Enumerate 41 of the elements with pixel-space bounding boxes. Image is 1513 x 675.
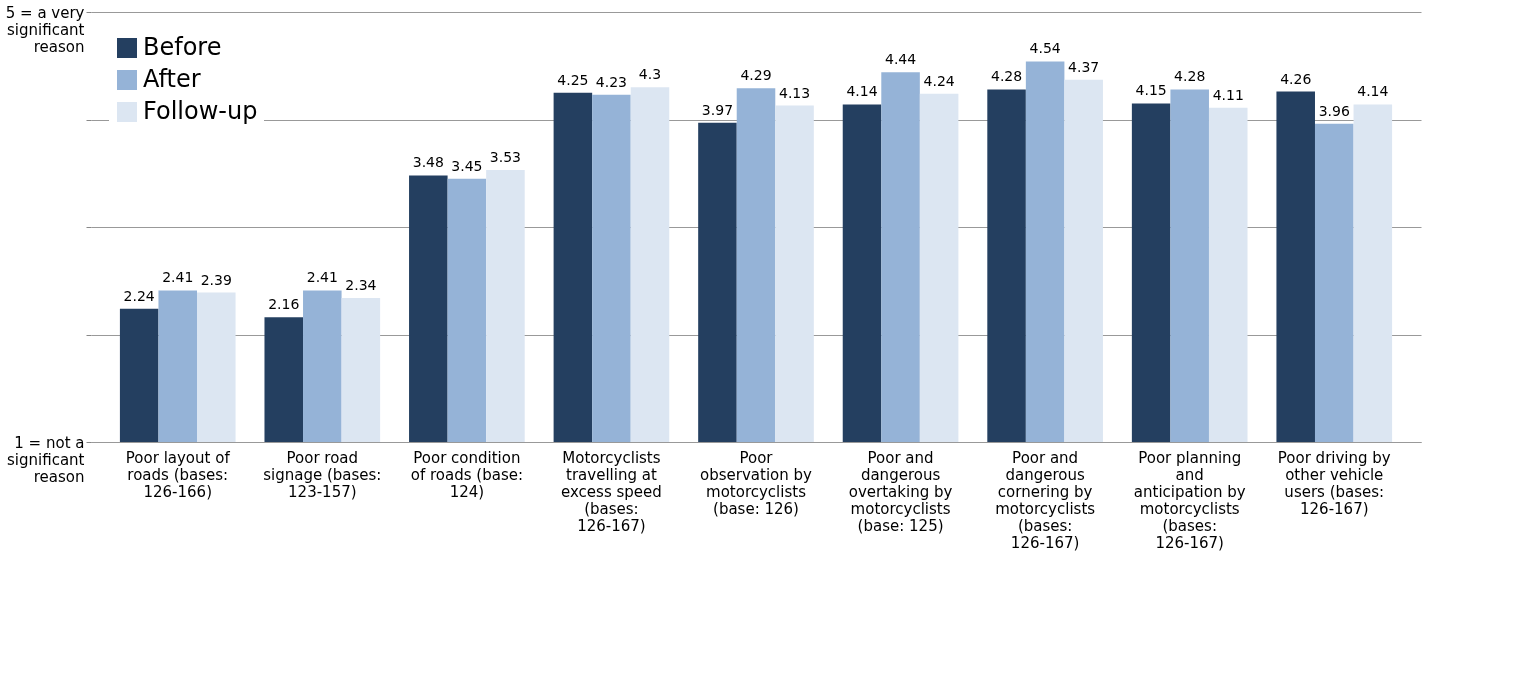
legend-label: After [143, 65, 201, 93]
data-label: 4.15 [1135, 82, 1167, 99]
data-label: 4.14 [1357, 83, 1389, 100]
data-label: 3.53 [489, 149, 522, 166]
data-label: 4.54 [1029, 40, 1061, 57]
x-tick-label: Motorcyclists travelling at excess speed (bases: 126-167) [561, 448, 662, 535]
data-label: 4.37 [1068, 58, 1100, 75]
x-tick-label: Poor planning and anticipation by motorcyclists (bases: 126-167) [1133, 448, 1246, 552]
legend-label: Follow-up [143, 97, 258, 125]
x-tick-label: Poor and dangerous cornering by motorcyclists (bases: 126-167) [995, 448, 1096, 552]
data-label: 3.45 [451, 157, 483, 174]
data-label: 4.11 [1212, 86, 1244, 103]
data-label: 4.14 [846, 83, 878, 100]
x-tick-label: Poor layout of roads (bases: 126-166) [125, 448, 231, 501]
data-label: 3.48 [412, 154, 444, 171]
data-label: 3.97 [701, 101, 734, 118]
data-label: 2.41 [162, 269, 194, 286]
y-tick-label: 5 = a very significant reason [5, 3, 85, 56]
data-label: 4.13 [778, 84, 811, 101]
x-tick-label: Poor observation by motorcyclists (base: 126) [700, 448, 813, 518]
data-label: 4.3 [638, 66, 662, 83]
data-label: 2.39 [200, 271, 232, 288]
data-label: 2.41 [306, 269, 338, 286]
y-tick-label: 1 = not a significant reason [7, 433, 85, 486]
data-label: 3.96 [1318, 102, 1350, 119]
x-tick-label: Poor road signage (bases: 123-157) [263, 448, 382, 501]
data-label: 2.34 [345, 276, 377, 293]
legend-label: Before [143, 33, 222, 61]
data-label: 4.26 [1280, 70, 1312, 87]
data-label: 2.24 [123, 287, 155, 304]
data-label: 2.16 [268, 296, 300, 313]
x-tick-label: Poor and dangerous overtaking by motorcyclists (base: 125) [848, 448, 953, 535]
x-tick-label: Poor condition of roads (base: 124) [410, 448, 523, 501]
data-label: 4.28 [990, 68, 1023, 85]
data-label: 4.23 [595, 73, 628, 90]
data-label: 4.28 [1174, 68, 1206, 85]
data-label: 4.24 [923, 72, 955, 89]
data-label: 4.29 [740, 67, 772, 84]
data-label: 4.44 [884, 51, 917, 68]
data-label: 4.25 [557, 71, 589, 88]
x-tick-label: Poor driving by other vehicle users (bases: 126-167) [1277, 448, 1391, 518]
